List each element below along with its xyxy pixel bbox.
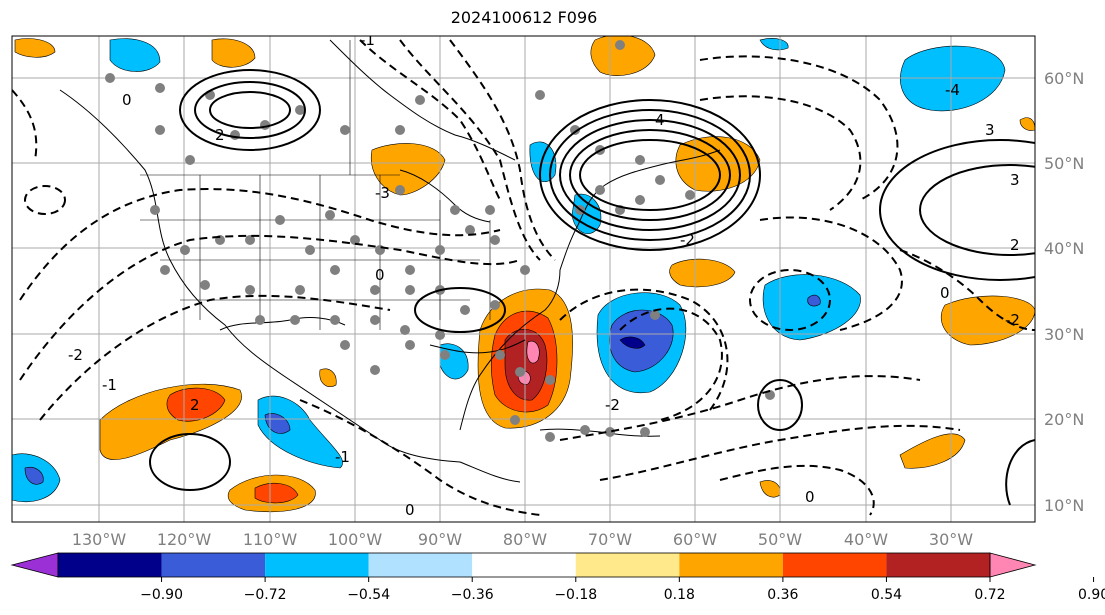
lon-label: 70°W	[588, 530, 632, 549]
lon-label: 80°W	[503, 530, 547, 549]
lat-label: 40°N	[1044, 239, 1084, 258]
colorbar-tick-label: −0.36	[451, 587, 494, 603]
negative-anomaly-east-atlantic-core	[807, 294, 821, 307]
positive-anomaly-atlantic-east	[940, 295, 1035, 346]
positive-anomaly-mexico	[319, 368, 337, 388]
lat-label: 30°N	[1044, 325, 1084, 344]
positive-anomaly-rockies	[211, 38, 256, 68]
map-title: 2024100612 F096	[450, 8, 598, 27]
positive-anomaly-pacific-west-core	[166, 387, 226, 422]
colorbar-tick-label: 0.36	[767, 587, 798, 603]
colorbar-segment	[472, 553, 576, 577]
colorbar-tick-label: −0.72	[244, 587, 287, 603]
contour-label: 4	[655, 111, 665, 129]
lat-label: 20°N	[1044, 410, 1084, 429]
colorbar-segment	[782, 553, 887, 577]
map-frame-border	[11, 35, 1036, 523]
contour-label: -4	[945, 81, 960, 99]
lon-label: 100°W	[328, 530, 383, 549]
shaded-anomalies	[12, 36, 1035, 513]
colorbar-tick-label: −0.54	[347, 587, 390, 603]
colorbar-tick-label: 0.54	[871, 587, 902, 603]
lat-label: 10°N	[1044, 496, 1084, 515]
positive-anomaly-florida-max	[526, 340, 540, 364]
positive-anomaly-florida-peak	[504, 329, 548, 401]
lat-label: 60°N	[1044, 69, 1084, 88]
colorbar-segment	[58, 553, 162, 577]
lon-label: 90°W	[418, 530, 462, 549]
lon-label: 110°W	[243, 530, 298, 549]
colorbar-tick-label: −0.90	[140, 587, 183, 603]
colorbar-extend-low	[10, 552, 59, 578]
positive-anomaly-northwest	[14, 38, 56, 58]
longitude-labels: 130°W 120°W 110°W 100°W 90°W 80°W 70°W 6…	[72, 530, 973, 549]
colorbar-segment	[575, 553, 680, 577]
positive-anomaly-atlantic-south	[899, 433, 966, 469]
lon-label: 30°W	[929, 530, 973, 549]
contour-labels: -1 0 2 -3 -2 4 3 2 0 -2 0 -2 -1 2 0 -4 -…	[68, 31, 1020, 519]
colorbar-segment	[161, 553, 266, 577]
colorbar-frame	[57, 552, 991, 578]
contour-label: -2	[1005, 311, 1020, 329]
contour-label: 0	[375, 266, 385, 284]
contour-label: 2	[190, 396, 200, 414]
negative-anomaly-hudson	[759, 38, 789, 51]
colorbar-tick-label: −0.18	[554, 587, 597, 603]
colorbar-segment	[368, 553, 473, 577]
positive-anomaly-atlantic-mid	[669, 258, 736, 288]
contour-label: 0	[805, 488, 815, 506]
dashed-contours	[12, 39, 1035, 516]
negative-anomaly-north-atlantic	[900, 45, 1006, 112]
lon-label: 120°W	[157, 530, 212, 549]
contour-label: -2	[605, 396, 620, 414]
contour-label: 3	[985, 121, 995, 139]
negative-anomaly-southwest-core	[24, 467, 44, 485]
contours	[149, 69, 1035, 506]
contour-label: 3	[1010, 171, 1020, 189]
contour-label: 2	[215, 126, 225, 144]
negative-anomaly-north-pacific	[109, 38, 161, 72]
contour-label: 2	[1010, 236, 1020, 254]
colorbar-tick-label: 0.72	[974, 587, 1005, 603]
negative-anomaly-east-pacific	[257, 395, 343, 469]
lon-label: 40°W	[844, 530, 888, 549]
contour-label: -3	[375, 184, 390, 202]
negative-anomaly-atlantic-peak	[619, 336, 646, 349]
contour-label: -1	[360, 31, 375, 49]
lon-label: 130°W	[72, 530, 127, 549]
contour-label: -1	[102, 376, 117, 394]
contour-label: -1	[335, 448, 350, 466]
colorbar-tick-label: 0.90	[1078, 587, 1105, 603]
colorbar-tick-label: 0.18	[664, 587, 695, 603]
positive-anomaly-atlantic-ne	[1019, 117, 1035, 131]
contour-label: 0	[122, 91, 132, 109]
contour-label: -2	[68, 346, 83, 364]
latitude-labels: 60°N 50°N 40°N 30°N 20°N 10°N	[1044, 69, 1084, 515]
colorbar-segment	[679, 553, 783, 577]
lon-label: 50°W	[758, 530, 802, 549]
lon-label: 60°W	[673, 530, 717, 549]
contour-label: 0	[405, 501, 415, 519]
graticule	[12, 36, 1035, 522]
colorbar-segment	[265, 553, 369, 577]
map-frame-bg	[12, 36, 1035, 522]
colorbar: −0.90 −0.72 −0.54 −0.36 −0.18 0.18 0.36 0.54 0.7…	[10, 552, 1105, 603]
contour-label: -2	[680, 231, 695, 249]
political-boundaries	[140, 40, 491, 330]
colorbar-segment	[886, 553, 990, 577]
lat-label: 50°N	[1044, 154, 1084, 173]
contour-label: 0	[940, 284, 950, 302]
coastlines	[59, 39, 721, 483]
colorbar-extend-high	[989, 552, 1037, 578]
